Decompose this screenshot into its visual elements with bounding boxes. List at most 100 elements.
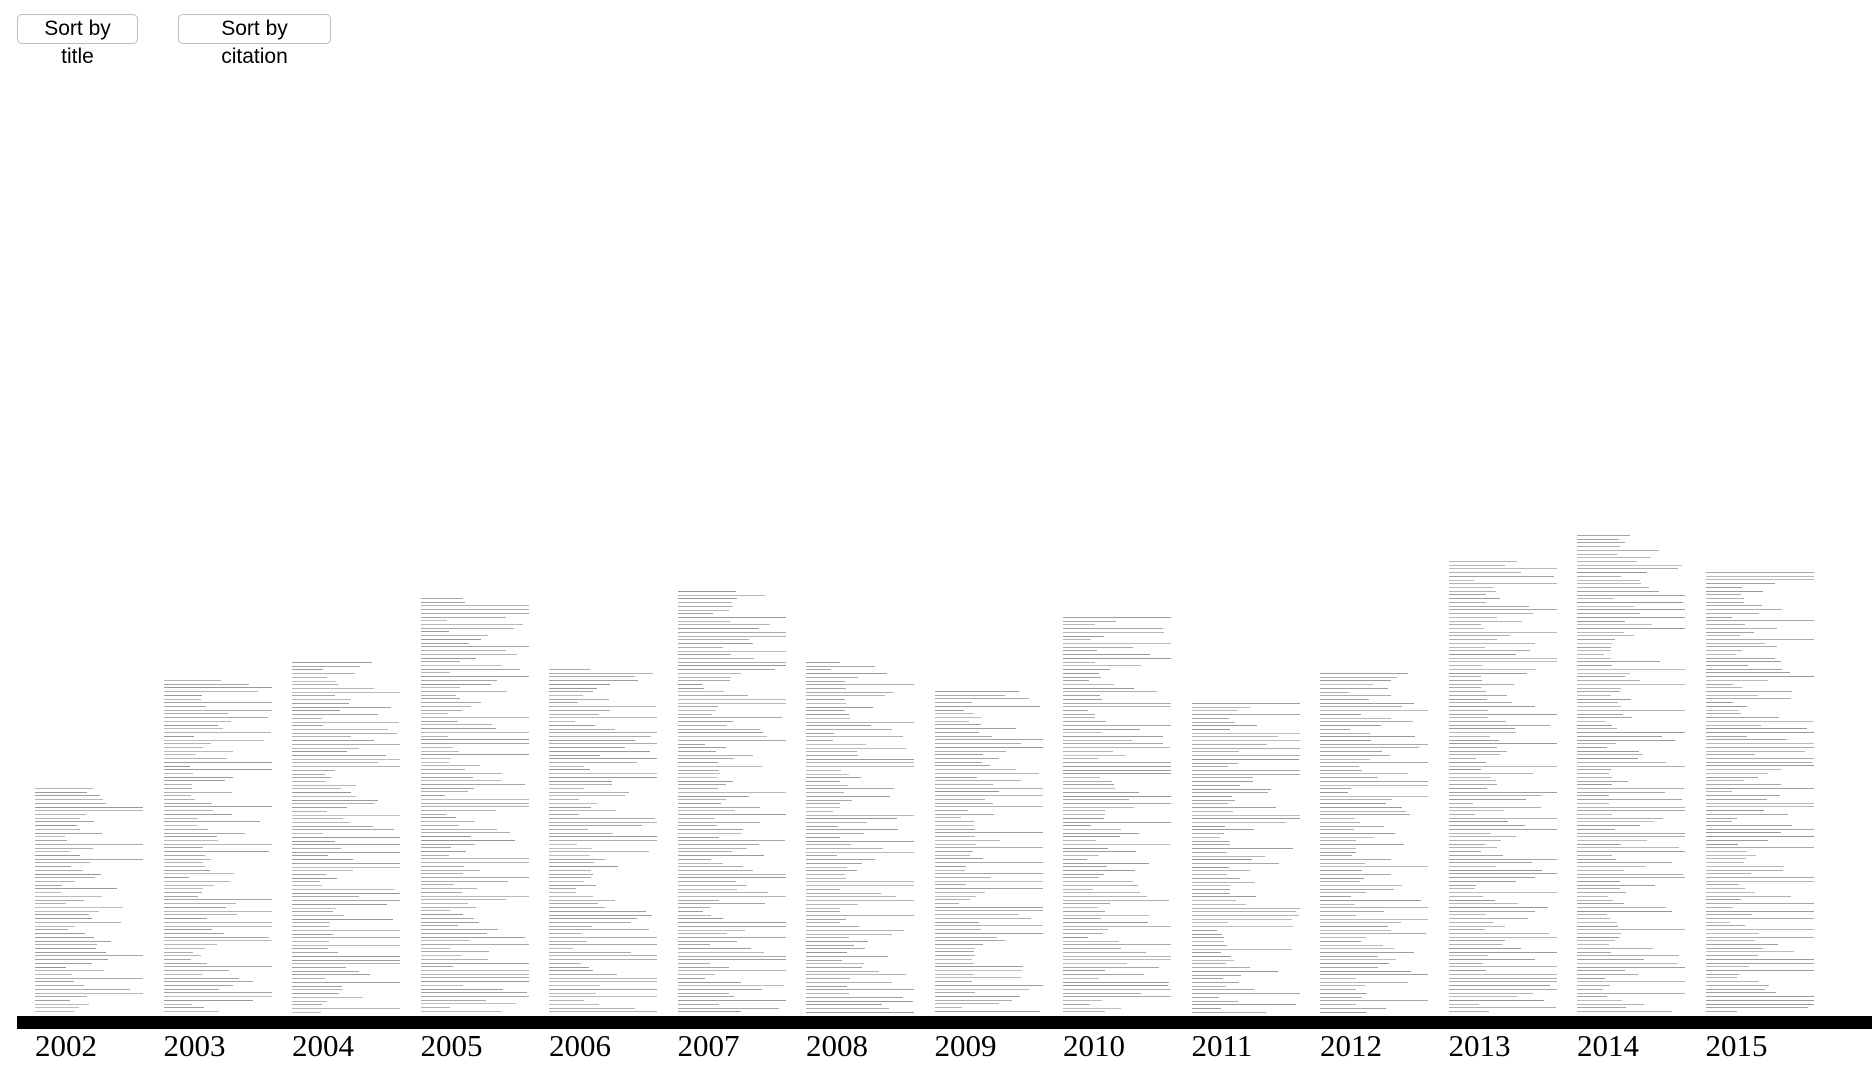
- paper-entry[interactable]: [806, 952, 848, 954]
- paper-entry[interactable]: [163, 769, 272, 771]
- paper-entry[interactable]: [292, 788, 341, 790]
- paper-entry[interactable]: [677, 646, 724, 648]
- paper-entry[interactable]: [934, 854, 970, 856]
- paper-entry[interactable]: [1577, 780, 1628, 782]
- paper-entry[interactable]: [1320, 851, 1357, 853]
- paper-entry[interactable]: [1063, 858, 1088, 860]
- paper-entry[interactable]: [677, 631, 786, 633]
- paper-entry[interactable]: [806, 736, 904, 738]
- paper-entry[interactable]: [549, 810, 616, 812]
- paper-entry[interactable]: [1448, 828, 1557, 830]
- paper-entry[interactable]: [163, 988, 219, 990]
- paper-entry[interactable]: [1705, 765, 1814, 767]
- paper-entry[interactable]: [292, 944, 400, 946]
- paper-entry[interactable]: [1448, 821, 1509, 823]
- paper-entry[interactable]: [1577, 650, 1611, 652]
- paper-entry[interactable]: [292, 777, 332, 779]
- paper-entry[interactable]: [934, 813, 994, 815]
- paper-entry[interactable]: [1191, 982, 1240, 983]
- paper-entry[interactable]: [292, 981, 400, 983]
- paper-entry[interactable]: [806, 888, 840, 890]
- paper-entry[interactable]: [1063, 762, 1171, 764]
- paper-entry[interactable]: [1063, 728, 1140, 730]
- paper-entry[interactable]: [420, 761, 449, 763]
- paper-entry[interactable]: [163, 702, 272, 704]
- paper-entry[interactable]: [549, 762, 637, 763]
- paper-entry[interactable]: [163, 806, 272, 808]
- paper-entry[interactable]: [1705, 802, 1814, 804]
- paper-entry[interactable]: [549, 743, 657, 745]
- paper-entry[interactable]: [1448, 750, 1507, 752]
- paper-entry[interactable]: [35, 895, 103, 897]
- paper-entry[interactable]: [806, 710, 845, 712]
- paper-entry[interactable]: [1448, 806, 1542, 808]
- paper-entry[interactable]: [677, 732, 764, 734]
- paper-entry[interactable]: [677, 855, 764, 857]
- paper-entry[interactable]: [677, 695, 748, 697]
- paper-entry[interactable]: [1577, 951, 1611, 953]
- paper-entry[interactable]: [1448, 627, 1484, 629]
- paper-entry[interactable]: [806, 903, 859, 905]
- paper-entry[interactable]: [1063, 672, 1099, 674]
- paper-entry[interactable]: [1191, 851, 1228, 853]
- paper-entry[interactable]: [420, 743, 529, 745]
- paper-entry[interactable]: [1191, 703, 1300, 704]
- paper-entry[interactable]: [1448, 910, 1536, 912]
- paper-entry[interactable]: [934, 728, 1017, 730]
- paper-entry[interactable]: [1448, 702, 1513, 704]
- paper-entry[interactable]: [1448, 583, 1557, 585]
- paper-entry[interactable]: [1448, 598, 1501, 600]
- paper-entry[interactable]: [292, 725, 324, 727]
- paper-entry[interactable]: [1191, 710, 1239, 712]
- paper-entry[interactable]: [1063, 989, 1171, 990]
- paper-entry[interactable]: [934, 929, 982, 931]
- paper-entry[interactable]: [806, 755, 858, 756]
- paper-entry[interactable]: [1577, 743, 1617, 745]
- paper-entry[interactable]: [35, 873, 101, 875]
- paper-entry[interactable]: [1448, 720, 1506, 722]
- paper-entry[interactable]: [1577, 635, 1635, 637]
- paper-entry[interactable]: [1191, 822, 1286, 824]
- paper-entry[interactable]: [806, 974, 907, 976]
- paper-entry[interactable]: [163, 832, 245, 834]
- paper-entry[interactable]: [292, 825, 374, 827]
- paper-entry[interactable]: [1063, 631, 1164, 633]
- paper-entry[interactable]: [163, 973, 203, 975]
- paper-entry[interactable]: [420, 672, 450, 674]
- paper-entry[interactable]: [163, 892, 203, 894]
- paper-entry[interactable]: [420, 962, 529, 964]
- paper-entry[interactable]: [806, 714, 849, 716]
- paper-entry[interactable]: [934, 810, 968, 812]
- paper-entry[interactable]: [1320, 743, 1428, 745]
- paper-entry[interactable]: [420, 940, 470, 942]
- paper-entry[interactable]: [1320, 728, 1351, 730]
- paper-entry[interactable]: [1577, 966, 1685, 968]
- paper-entry[interactable]: [677, 936, 786, 938]
- paper-entry[interactable]: [292, 970, 360, 972]
- paper-entry[interactable]: [1448, 1003, 1479, 1005]
- paper-entry[interactable]: [1448, 780, 1497, 782]
- paper-entry[interactable]: [1063, 977, 1099, 979]
- paper-entry[interactable]: [934, 984, 1043, 986]
- paper-entry[interactable]: [1705, 899, 1741, 901]
- paper-entry[interactable]: [292, 922, 331, 924]
- paper-entry[interactable]: [1705, 638, 1814, 640]
- paper-entry[interactable]: [35, 925, 76, 927]
- paper-entry[interactable]: [1320, 691, 1349, 693]
- paper-entry[interactable]: [549, 948, 574, 949]
- paper-entry[interactable]: [677, 825, 718, 827]
- paper-entry[interactable]: [934, 717, 981, 719]
- paper-entry[interactable]: [1705, 817, 1737, 819]
- paper-entry[interactable]: [292, 818, 343, 820]
- paper-entry[interactable]: [1577, 587, 1650, 589]
- paper-entry[interactable]: [163, 698, 202, 700]
- paper-entry[interactable]: [1577, 821, 1654, 823]
- paper-entry[interactable]: [35, 959, 108, 961]
- paper-entry[interactable]: [1448, 899, 1496, 901]
- paper-entry[interactable]: [1705, 962, 1814, 964]
- paper-entry[interactable]: [1448, 680, 1483, 682]
- paper-entry[interactable]: [1191, 866, 1230, 868]
- paper-entry[interactable]: [806, 993, 850, 995]
- paper-entry[interactable]: [806, 866, 848, 868]
- paper-entry[interactable]: [1577, 609, 1685, 611]
